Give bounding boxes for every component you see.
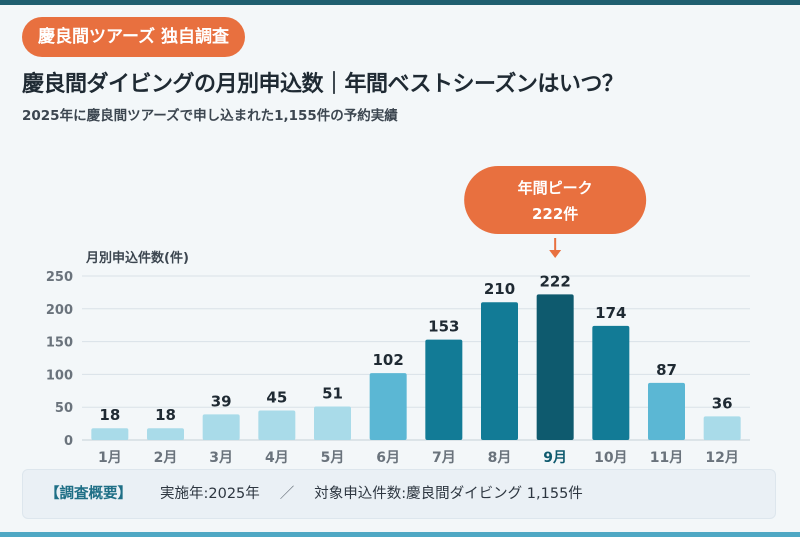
survey-summary-box: 【調査概要】 実施年:2025年 ／ 対象申込件数:慶良間ダイビング 1,155件 — [22, 469, 776, 519]
x-tick-label: 6月 — [376, 450, 400, 466]
summary-label: 【調査概要】 — [45, 486, 132, 502]
bar-10月 — [592, 325, 630, 440]
bar-7月 — [425, 339, 463, 440]
y-axis-label: 月別申込件数(件) — [85, 250, 189, 266]
y-tick-label: 50 — [55, 401, 73, 416]
bar-11月 — [648, 382, 685, 440]
value-label: 39 — [211, 392, 232, 410]
y-tick-label: 100 — [46, 368, 73, 383]
bar-3月 — [202, 414, 240, 440]
x-tick-label: 1月 — [98, 450, 122, 466]
x-tick-label: 2月 — [154, 450, 178, 466]
x-tick-label: 12月 — [705, 450, 738, 466]
summary-count: 対象申込件数:慶良間ダイビング 1,155件 — [314, 486, 583, 502]
value-label: 174 — [595, 304, 626, 322]
x-tick-label: 5月 — [321, 450, 345, 466]
value-label: 153 — [428, 318, 459, 336]
value-label: 87 — [656, 361, 677, 379]
bar-9月 — [536, 294, 574, 440]
bar-5月 — [314, 406, 351, 440]
value-label: 45 — [266, 388, 287, 406]
value-label: 18 — [99, 406, 120, 424]
value-label: 51 — [322, 385, 343, 403]
bar-2月 — [147, 428, 184, 440]
x-tick-label: 3月 — [209, 450, 233, 466]
page-title: 慶良間ダイビングの月別申込数｜年間ベストシーズンはいつ？ — [22, 72, 624, 97]
bar-8月 — [481, 302, 518, 440]
value-label: 36 — [712, 394, 733, 412]
y-tick-label: 200 — [46, 303, 73, 318]
value-label: 222 — [540, 272, 571, 290]
bar-12月 — [703, 416, 741, 440]
top-accent-bar — [0, 0, 800, 5]
bottom-accent-bar — [0, 532, 800, 537]
value-label: 18 — [155, 406, 176, 424]
peak-callout-title: 年間ピーク — [518, 179, 593, 197]
x-tick-label: 9月 — [543, 450, 567, 466]
summary-separator: ／ — [279, 486, 295, 502]
y-tick-label: 250 — [46, 270, 73, 285]
peak-callout-value: 222件 — [532, 205, 578, 223]
summary-year: 実施年:2025年 — [160, 486, 260, 502]
x-tick-label: 7月 — [432, 450, 456, 466]
page-subtitle: 2025年に慶良間ツアーズで申し込まれた1,155件の予約実績 — [22, 108, 398, 124]
bar-1月 — [91, 428, 129, 440]
value-label: 102 — [373, 351, 404, 369]
value-label: 210 — [484, 280, 515, 298]
x-tick-label: 4月 — [265, 450, 289, 466]
x-tick-label: 11月 — [650, 450, 683, 466]
x-tick-label: 10月 — [594, 450, 627, 466]
bar-4月 — [258, 410, 296, 440]
peak-callout — [464, 166, 647, 234]
y-tick-label: 150 — [46, 336, 73, 351]
survey-badge: 慶良間ツアーズ 独自調査 — [22, 17, 246, 57]
x-tick-label: 8月 — [488, 450, 512, 466]
bar-6月 — [369, 373, 407, 440]
callout-arrow-head — [549, 250, 562, 258]
y-tick-label: 0 — [64, 434, 73, 449]
